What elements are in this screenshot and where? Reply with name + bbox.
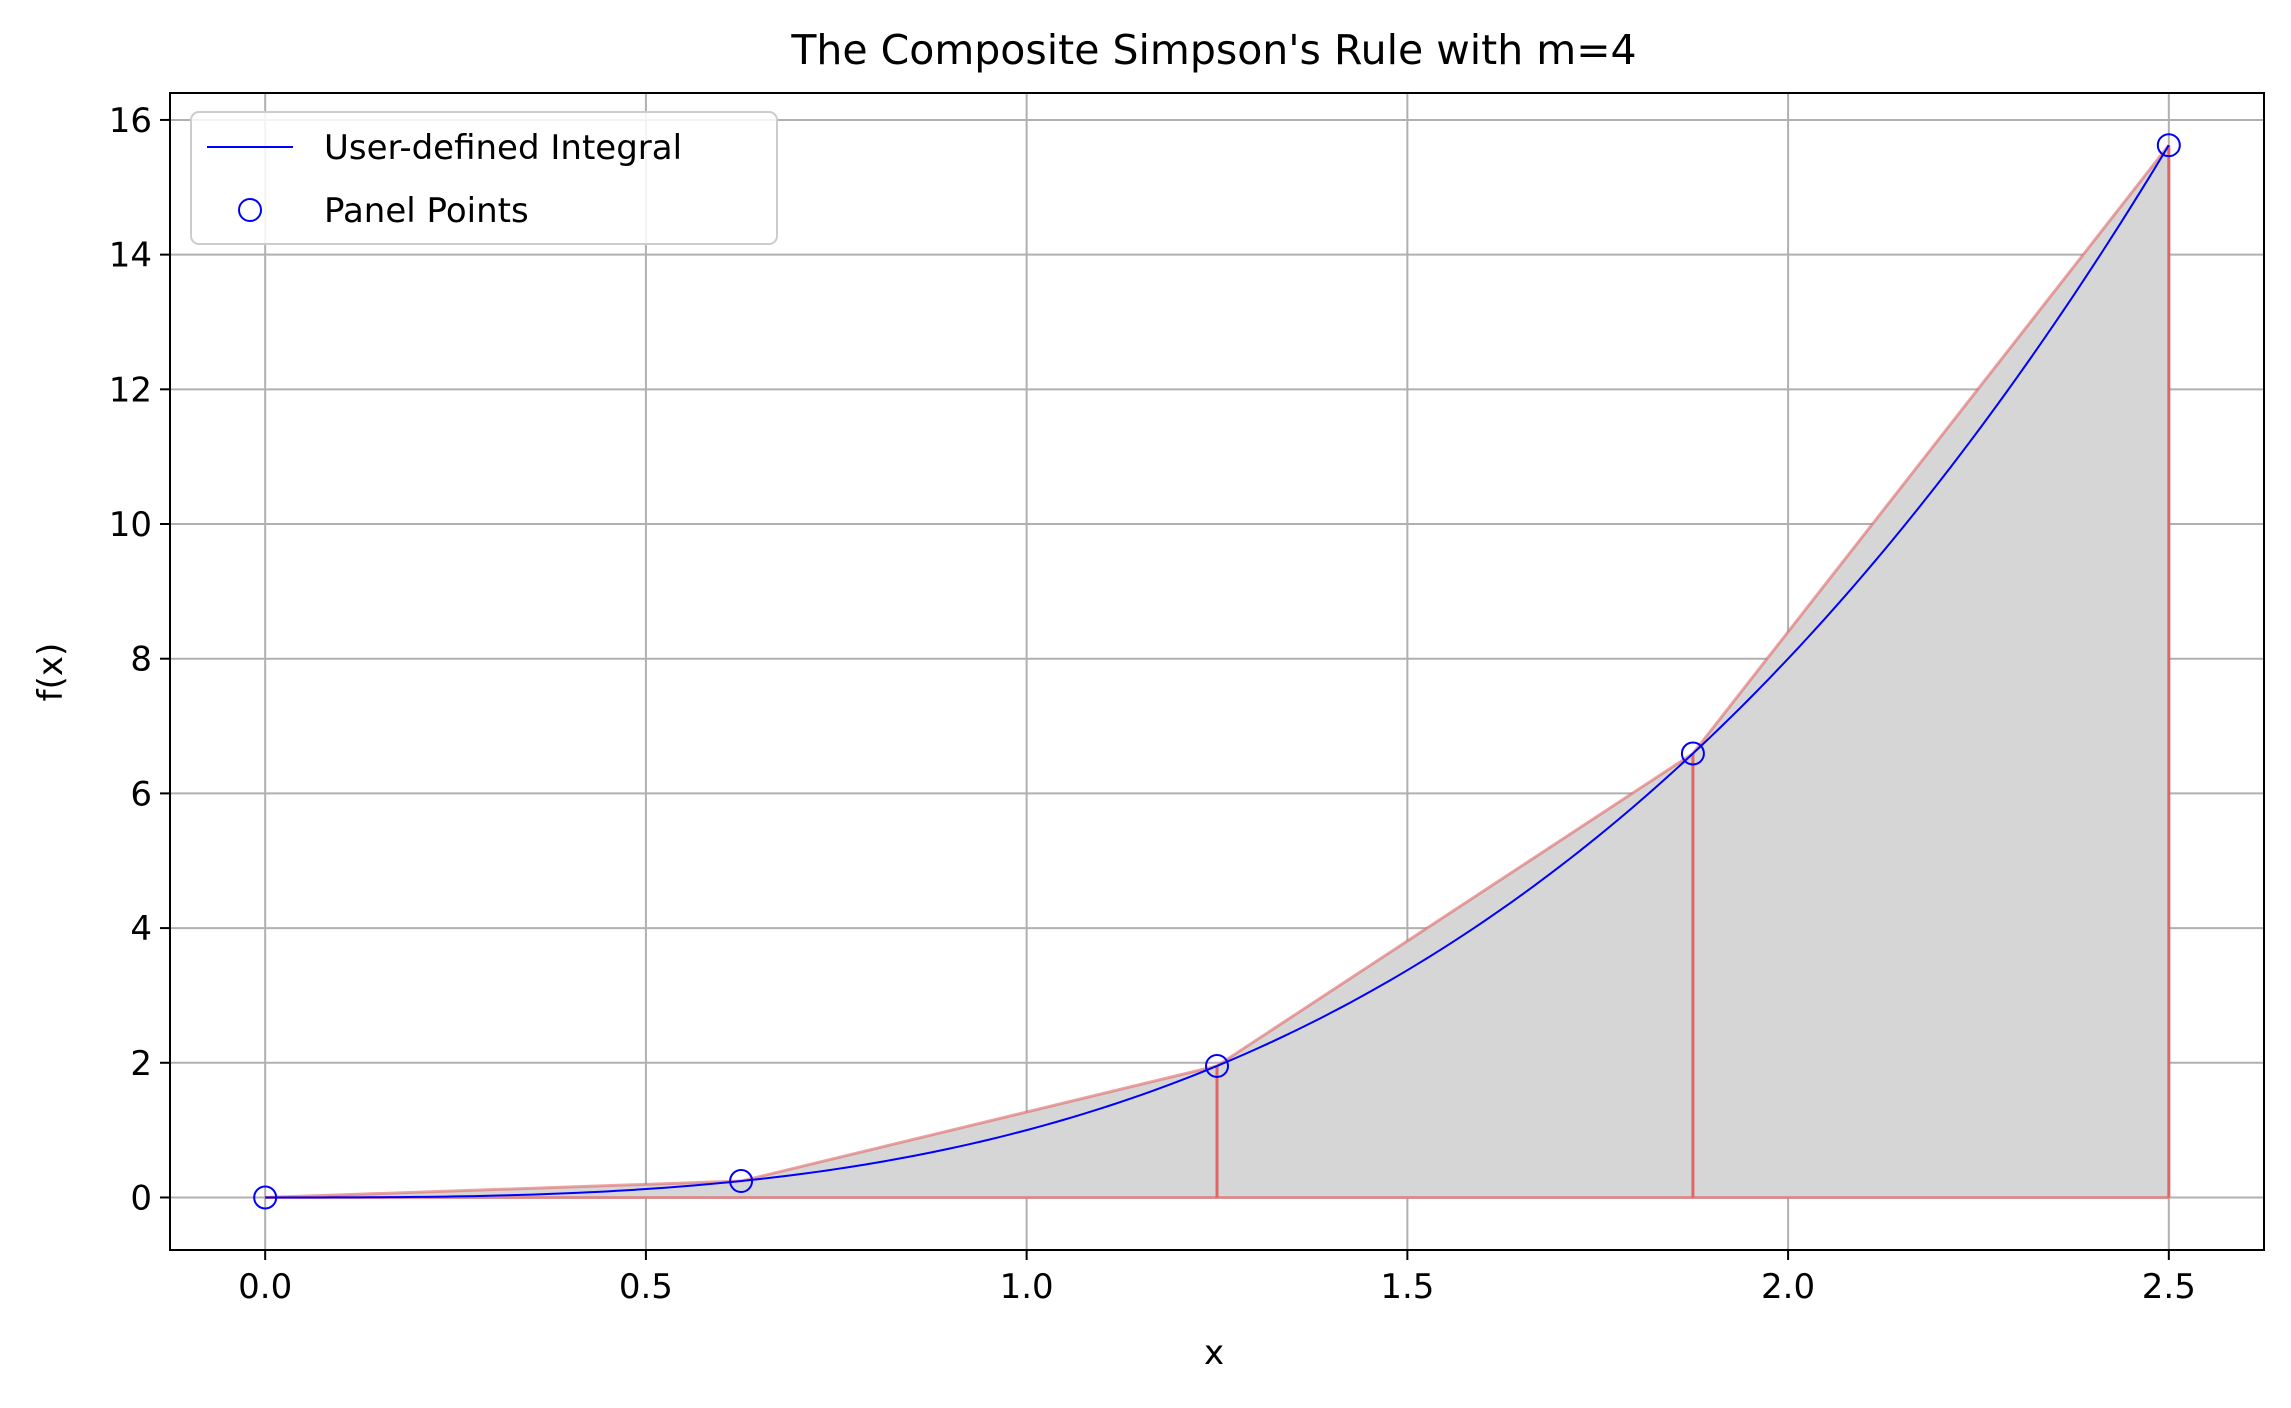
curve-layer xyxy=(265,144,2170,1199)
panel-point xyxy=(2156,133,2181,158)
y-tick-label: 0 xyxy=(130,1178,152,1218)
x-axis-ticks: 0.0 0.5 1.0 1.5 2.0 2.5 xyxy=(238,1250,2196,1307)
x-axis-label: x xyxy=(1204,1333,1224,1373)
y-tick-label: 4 xyxy=(130,909,152,949)
y-tick-label: 14 xyxy=(109,236,152,276)
x-tick-label: 0.0 xyxy=(238,1267,292,1307)
x-tick-label: 0.5 xyxy=(619,1267,673,1307)
legend: User-defined Integral Panel Points xyxy=(190,111,778,245)
legend-box xyxy=(190,111,778,245)
y-tick-label: 12 xyxy=(109,370,152,410)
chart-title: The Composite Simpson's Rule with m=4 xyxy=(790,26,1636,74)
y-axis-ticks: 0 2 4 6 8 10 12 14 16 xyxy=(109,101,170,1218)
plot-frame xyxy=(169,92,2265,1251)
panel-points xyxy=(253,133,2181,1210)
y-tick-label: 2 xyxy=(130,1044,152,1084)
x-tick-label: 1.0 xyxy=(1000,1267,1054,1307)
x-tick-label: 1.5 xyxy=(1380,1267,1434,1307)
y-tick-label: 8 xyxy=(130,640,152,680)
panel-point xyxy=(729,1169,754,1194)
y-axis-label: f(x) xyxy=(31,643,71,702)
panel-point xyxy=(1205,1053,1229,1078)
y-tick-label: 6 xyxy=(130,774,152,814)
y-tick-label: 16 xyxy=(109,101,152,141)
y-tick-label: 10 xyxy=(109,505,152,545)
x-tick-label: 2.0 xyxy=(1761,1267,1815,1307)
integral-curve-line xyxy=(265,144,2170,1199)
legend-label-points: Panel Points xyxy=(324,191,529,231)
panel-point xyxy=(1680,741,1705,766)
panel-point xyxy=(253,1185,278,1210)
legend-circle-icon xyxy=(238,198,262,222)
legend-label-integral: User-defined Integral xyxy=(324,128,682,168)
x-tick-label: 2.5 xyxy=(2142,1267,2196,1307)
